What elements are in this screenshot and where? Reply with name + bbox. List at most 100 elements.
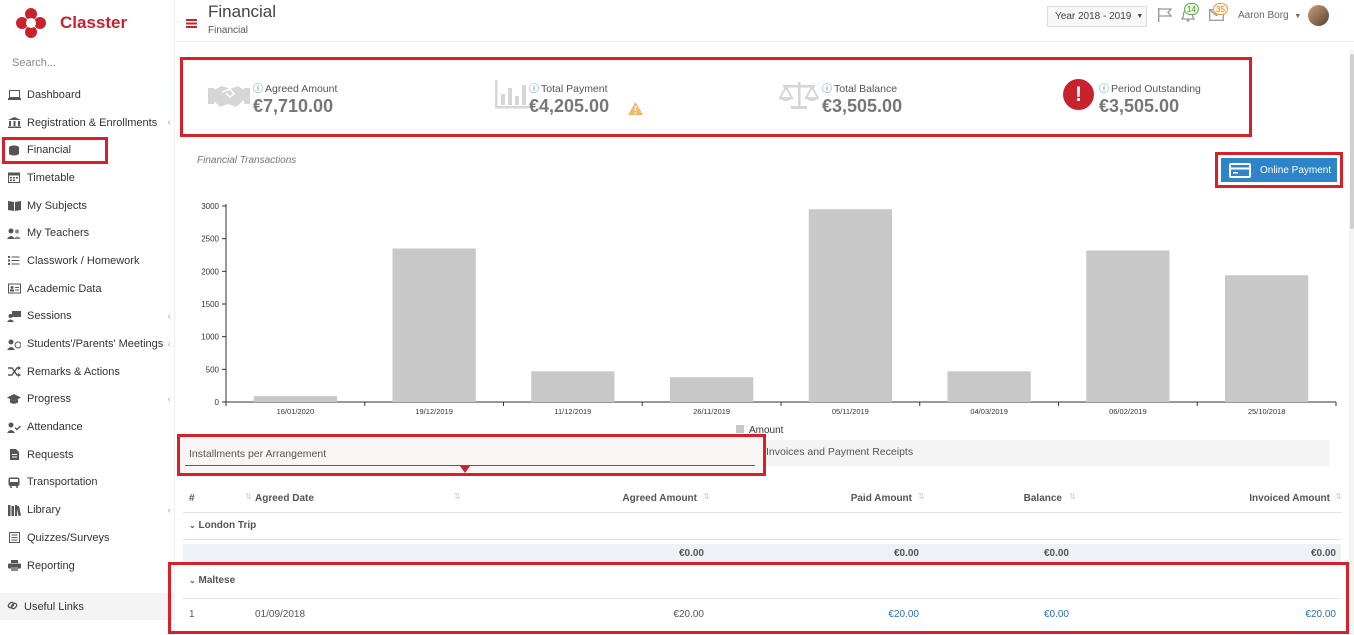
chevron-down-icon: ⌄ [189, 576, 196, 585]
sidebar-item-timetable[interactable]: Timetable [0, 164, 175, 192]
sidebar-item-label: Requests [27, 448, 74, 461]
sidebar-item-label: Students'/Parents' Meetings [27, 338, 164, 351]
search-input[interactable]: Search... [12, 57, 57, 69]
sidebar-item-reporting[interactable]: Reporting [0, 552, 175, 580]
hamburger-menu-icon[interactable] [186, 15, 197, 31]
sidebar-item-label: Quizzes/Surveys [27, 531, 110, 544]
useful-links-label: Useful Links [24, 600, 84, 613]
logo[interactable]: Classter [14, 6, 127, 40]
column-header-invoiced-amount[interactable]: Invoiced Amount [1249, 493, 1330, 504]
chevron-left-icon: ‹ [167, 338, 171, 350]
user-menu[interactable]: Aaron Borg ▼ [1238, 10, 1301, 21]
year-select[interactable]: Year 2018 - 2019 ▼ [1047, 6, 1147, 27]
avatar[interactable] [1308, 5, 1329, 26]
tab-invoices[interactable]: Invoices and Payment Receipts [766, 446, 914, 458]
y-tick-label: 1500 [201, 300, 219, 309]
column-header-paid-amount[interactable]: Paid Amount [850, 493, 912, 504]
total-invoiced: €0.00 [1310, 548, 1336, 559]
tab-installments-highlight: Installments per Arrangement [177, 434, 766, 476]
legend-label: Amount [749, 425, 784, 436]
sidebar-item-label: Financial [27, 144, 72, 157]
sessions-icon [7, 310, 21, 322]
sidebar-item-registration[interactable]: Registration & Enrollments ‹ [0, 109, 175, 137]
info-icon[interactable]: ⓘ [529, 84, 539, 95]
scrollbar-track[interactable] [1349, 50, 1354, 635]
coins-icon [7, 145, 21, 156]
info-icon[interactable]: ⓘ [1099, 84, 1109, 95]
user-check-icon [7, 422, 21, 433]
group-row-maltese[interactable]: ⌄ Maltese [189, 575, 236, 586]
sidebar-item-label: Timetable [27, 171, 75, 184]
sidebar-item-library[interactable]: Library ‹ [0, 496, 175, 524]
column-header-agreed-date[interactable]: Agreed Date [255, 493, 314, 504]
sort-icon[interactable]: ⇅ [245, 492, 252, 501]
sort-icon[interactable]: ⇅ [918, 492, 925, 501]
sidebar-item-classwork[interactable]: Classwork / Homework [0, 247, 175, 275]
logo-text: Classter [60, 13, 128, 32]
group-row-london-trip[interactable]: ⌄ London Trip [189, 520, 257, 531]
users-icon [7, 228, 21, 239]
warning-icon[interactable] [628, 102, 643, 118]
column-header-agreed-amount[interactable]: Agreed Amount [622, 493, 697, 504]
stat-label: ⓘ Total Payment [529, 83, 608, 95]
sort-icon[interactable]: ⇅ [1335, 492, 1342, 501]
sidebar-item-label: My Teachers [27, 227, 90, 240]
x-tick-label: 19/12/2019 [415, 407, 453, 416]
sidebar-item-my-subjects[interactable]: My Subjects [0, 192, 175, 220]
online-payment-label: Online Payment [1260, 164, 1332, 176]
sidebar-item-academic-data[interactable]: Academic Data [0, 275, 175, 303]
sidebar-item-label: Dashboard [27, 88, 81, 101]
sidebar-item-dashboard[interactable]: Dashboard [0, 81, 175, 109]
stat-label: ⓘ Total Balance [822, 83, 898, 95]
sort-icon[interactable]: ⇅ [454, 492, 461, 501]
sidebar-item-transportation[interactable]: Transportation [0, 469, 175, 497]
sidebar-item-label: My Subjects [27, 199, 87, 212]
cell-paid-amount-link[interactable]: €20.00 [888, 609, 919, 620]
active-tab-underline [185, 465, 755, 466]
cell-balance-link[interactable]: €0.00 [1043, 609, 1069, 620]
scrollbar-thumb[interactable] [1350, 54, 1354, 229]
chart-bar [392, 248, 476, 402]
total-balance: €0.00 [1043, 548, 1069, 559]
sidebar-item-label: Academic Data [27, 282, 102, 295]
column-header-balance[interactable]: Balance [1023, 493, 1062, 504]
sidebar-item-remarks[interactable]: Remarks & Actions [0, 358, 175, 386]
cell-invoiced-amount-link[interactable]: €20.00 [1305, 609, 1336, 620]
sidebar-nav: Dashboard Registration & Enrollments ‹ F… [0, 81, 175, 579]
divider [183, 598, 1341, 599]
y-tick-label: 500 [206, 365, 220, 374]
exclamation-circle-icon: ! [1063, 79, 1094, 110]
flag-icon[interactable] [1157, 8, 1173, 25]
chevron-down-icon: ⌄ [189, 521, 196, 530]
useful-links[interactable]: Useful Links [0, 593, 175, 620]
sidebar-item-financial[interactable]: Financial [0, 136, 175, 164]
x-tick-label: 26/11/2019 [693, 407, 730, 416]
sidebar-item-attendance[interactable]: Attendance [0, 413, 175, 441]
info-icon[interactable]: ⓘ [253, 84, 263, 95]
sidebar-item-label: Progress [27, 393, 72, 406]
column-header-number[interactable]: # [189, 493, 195, 504]
legend-swatch [736, 425, 744, 433]
sidebar-item-sessions[interactable]: Sessions ‹ [0, 303, 175, 331]
sidebar-item-meetings[interactable]: Students'/Parents' Meetings ‹ [0, 330, 175, 358]
cell-agreed-amount: €20.00 [673, 609, 704, 620]
sidebar-item-requests[interactable]: Requests [0, 441, 175, 469]
laptop-icon [7, 89, 21, 100]
breadcrumb[interactable]: Financial [208, 25, 249, 36]
sort-icon[interactable]: ⇅ [703, 492, 710, 501]
sidebar-item-label: Library [27, 504, 61, 517]
tab-installments[interactable]: Installments per Arrangement [189, 448, 327, 460]
sort-icon[interactable]: ⇅ [1069, 492, 1076, 501]
maltese-group-highlight [168, 562, 1349, 634]
info-icon[interactable]: ⓘ [822, 84, 832, 95]
link-icon [7, 600, 18, 614]
sidebar-item-my-teachers[interactable]: My Teachers [0, 219, 175, 247]
group-totals-row [183, 544, 1341, 563]
sidebar-item-progress[interactable]: Progress ‹ [0, 386, 175, 414]
online-payment-highlight: Online Payment [1215, 152, 1343, 188]
x-tick-label: 25/10/2018 [1248, 407, 1286, 416]
chevron-left-icon: ‹ [167, 393, 171, 405]
online-payment-button[interactable]: Online Payment [1221, 158, 1337, 182]
top-header: Financial Financial Year 2018 - 2019 ▼ 1… [175, 0, 1354, 42]
sidebar-item-quizzes[interactable]: Quizzes/Surveys [0, 524, 175, 552]
